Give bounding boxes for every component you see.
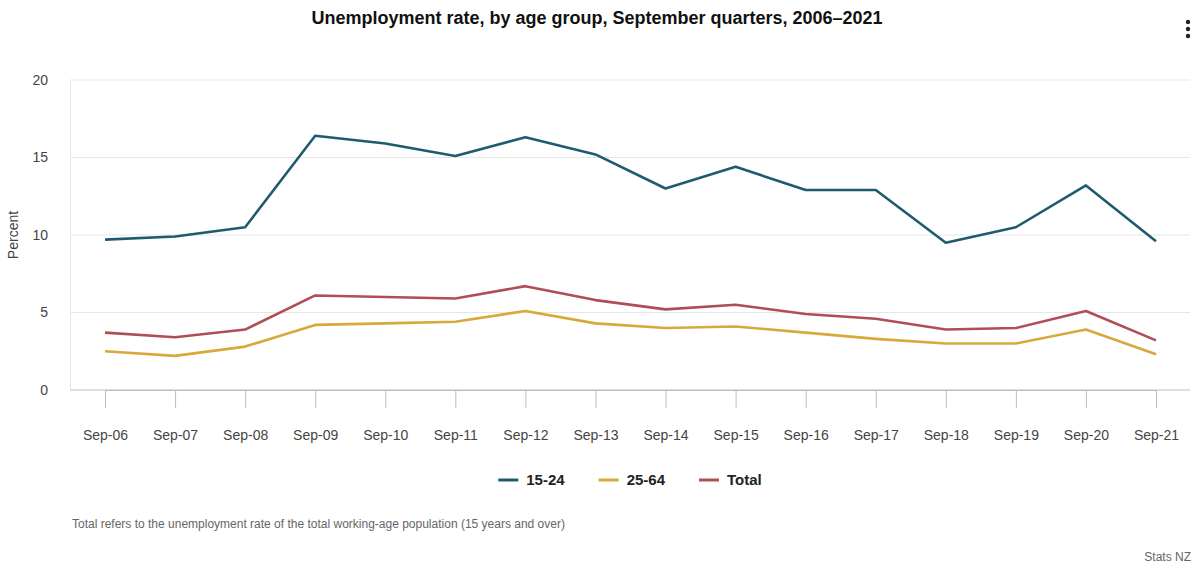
x-tick-label: Sep-15 xyxy=(714,427,759,443)
x-tick: Sep-12 xyxy=(503,390,548,443)
grid-line xyxy=(70,235,1190,236)
x-tick-mark xyxy=(736,390,737,408)
legend-item: 25-64 xyxy=(599,471,666,488)
grid-line xyxy=(70,390,1190,391)
y-axis-line xyxy=(70,81,71,391)
x-tick-mark xyxy=(455,390,456,408)
x-tick-label: Sep-10 xyxy=(363,427,408,443)
x-tick-mark xyxy=(1156,390,1157,408)
x-tick: Sep-15 xyxy=(714,390,759,443)
legend-label: Total xyxy=(727,471,762,488)
legend-item: 15-24 xyxy=(498,471,565,488)
x-tick: Sep-13 xyxy=(573,390,618,443)
x-tick: Sep-11 xyxy=(434,390,478,443)
y-tick: 15 xyxy=(32,149,70,165)
x-tick: Sep-19 xyxy=(994,390,1039,443)
x-tick-label: Sep-14 xyxy=(643,427,688,443)
y-tick-label: 5 xyxy=(40,304,48,320)
x-tick-label: Sep-08 xyxy=(223,427,268,443)
x-tick-label: Sep-19 xyxy=(994,427,1039,443)
x-tick-label: Sep-12 xyxy=(503,427,548,443)
y-tick-label: 0 xyxy=(40,382,48,398)
y-tick: 10 xyxy=(32,227,70,243)
y-tick-label: 15 xyxy=(32,149,48,165)
grid-line xyxy=(70,312,1190,313)
x-tick-mark xyxy=(525,390,526,408)
grid-line xyxy=(70,80,1190,81)
menu-dot[interactable] xyxy=(1186,27,1190,31)
footnote: Total refers to the unemployment rate of… xyxy=(72,517,565,531)
legend: 15-24 25-64 Total xyxy=(498,471,761,488)
x-tick: Sep-16 xyxy=(784,390,829,443)
y-tick: 0 xyxy=(40,382,70,398)
x-tick: Sep-21 xyxy=(1134,390,1179,443)
y-axis-title: Percent xyxy=(5,211,21,259)
menu-dot[interactable] xyxy=(1186,34,1190,38)
menu-icon[interactable] xyxy=(1186,20,1190,38)
grid xyxy=(70,80,1190,390)
x-tick-mark xyxy=(315,390,316,408)
x-tick: Sep-10 xyxy=(363,390,408,443)
legend-swatch xyxy=(599,479,619,482)
x-tick-label: Sep-06 xyxy=(83,427,128,443)
y-tick-label: 10 xyxy=(32,227,48,243)
x-tick-label: Sep-13 xyxy=(573,427,618,443)
x-tick-mark xyxy=(1086,390,1087,408)
x-axis-line xyxy=(106,390,1157,391)
plot-lines xyxy=(105,136,1156,356)
x-tick-label: Sep-11 xyxy=(434,427,478,443)
x-tick-mark xyxy=(105,390,106,408)
series-line xyxy=(105,311,1156,356)
x-tick-label: Sep-16 xyxy=(784,427,829,443)
x-tick: Sep-17 xyxy=(854,390,899,443)
x-tick-mark xyxy=(385,390,386,408)
x-tick-mark xyxy=(175,390,176,408)
x-tick-label: Sep-07 xyxy=(153,427,198,443)
legend-swatch xyxy=(498,479,518,482)
y-tick: 20 xyxy=(32,72,70,88)
legend-label: 25-64 xyxy=(627,471,666,488)
legend-item: Total xyxy=(699,471,762,488)
y-tick: 5 xyxy=(40,304,70,320)
chart: Unemployment rate, by age group, Septemb… xyxy=(0,0,1200,571)
x-tick: Sep-08 xyxy=(223,390,268,443)
x-tick-mark xyxy=(946,390,947,408)
x-tick-label: Sep-17 xyxy=(854,427,899,443)
title: Unemployment rate, by age group, Septemb… xyxy=(311,8,882,28)
x-tick-mark xyxy=(245,390,246,408)
series-line xyxy=(105,286,1156,340)
y-axis: 0 5 10 15 20 xyxy=(32,72,70,398)
x-tick: Sep-06 xyxy=(83,390,128,443)
x-tick-label: Sep-21 xyxy=(1134,427,1179,443)
x-tick-mark xyxy=(595,390,596,408)
x-axis: Sep-06 Sep-07 Sep-08 Sep-09 Sep-10 Sep-11 Sep-… xyxy=(83,390,1179,443)
source: Stats NZ xyxy=(1144,550,1191,564)
x-tick-label: Sep-09 xyxy=(293,427,338,443)
x-tick: Sep-18 xyxy=(924,390,969,443)
legend-label: 15-24 xyxy=(526,471,565,488)
grid-line xyxy=(70,157,1190,158)
x-tick: Sep-14 xyxy=(643,390,688,443)
x-tick-label: Sep-20 xyxy=(1064,427,1109,443)
x-tick-mark xyxy=(876,390,877,408)
series-line xyxy=(105,136,1156,243)
x-tick-mark xyxy=(1016,390,1017,408)
menu-dot[interactable] xyxy=(1186,20,1190,24)
x-tick: Sep-20 xyxy=(1064,390,1109,443)
x-tick-mark xyxy=(806,390,807,408)
x-tick-label: Sep-18 xyxy=(924,427,969,443)
y-tick-label: 20 xyxy=(32,72,48,88)
x-tick-mark xyxy=(666,390,667,408)
legend-swatch xyxy=(699,479,719,482)
x-tick: Sep-07 xyxy=(153,390,198,443)
x-tick: Sep-09 xyxy=(293,390,338,443)
